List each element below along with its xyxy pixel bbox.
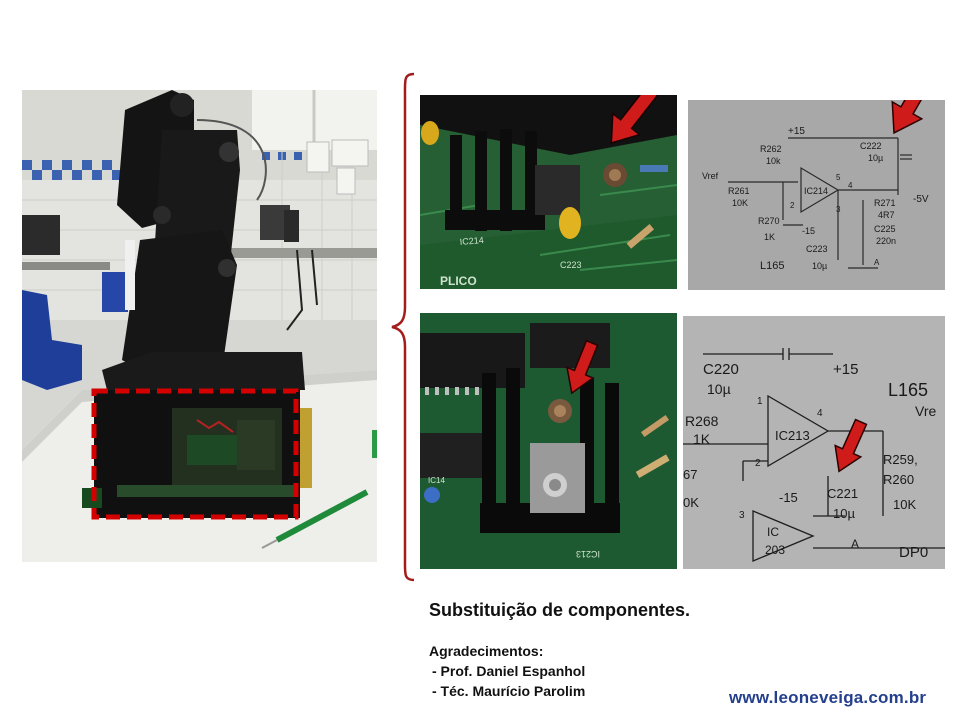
sch-r271-val: 4R7 bbox=[878, 210, 895, 220]
sch-board-id-b: L165 bbox=[888, 380, 928, 400]
sch-r260-val: 10K bbox=[893, 497, 916, 512]
sch-r270-val: 1K bbox=[764, 232, 775, 242]
sch-c225: C225 bbox=[874, 224, 896, 234]
pcb-photo-bottom: IC213 IC14 bbox=[420, 313, 677, 569]
sch-minus15-b: -15 bbox=[779, 490, 798, 505]
sch-minus15: -15 bbox=[802, 226, 815, 236]
sch-pin4: 4 bbox=[848, 181, 853, 190]
sch-c223-val: 10µ bbox=[812, 261, 827, 271]
sch-r261: R261 bbox=[728, 186, 750, 196]
sch-neg5v: -5V bbox=[913, 194, 929, 205]
sch-ic203-b: 203 bbox=[765, 543, 785, 557]
sch-ic213: IC213 bbox=[775, 428, 810, 443]
pcb-label-ic: IC214 bbox=[459, 235, 484, 247]
red-arrow-icon bbox=[566, 339, 599, 395]
sch-r268-val: 1K bbox=[693, 431, 711, 447]
red-arrow-icon bbox=[610, 95, 659, 145]
robot-arm-photo bbox=[22, 90, 377, 562]
website-link[interactable]: www.leoneveiga.com.br bbox=[729, 688, 927, 707]
acknowledgements-list: - Prof. Daniel Espanhol - Téc. Maurício … bbox=[432, 661, 585, 701]
red-arrow-icon bbox=[834, 418, 868, 473]
sch-ic214: IC214 bbox=[804, 186, 828, 196]
sch-r270: R270 bbox=[758, 216, 780, 226]
sch-pin3: 3 bbox=[836, 205, 841, 214]
sch-gnd-b: A bbox=[851, 537, 859, 551]
sch-vref-b: Vre bbox=[915, 403, 936, 419]
acknowledgement-item: - Prof. Daniel Espanhol bbox=[432, 663, 586, 679]
sch-c220: C220 bbox=[703, 361, 739, 378]
sch-plus15-b: +15 bbox=[833, 361, 858, 378]
sch-r67: 67 bbox=[683, 467, 697, 482]
acknowledgements-title: Agradecimentos: bbox=[429, 643, 544, 659]
pcb-label-ic-b: IC14 bbox=[428, 476, 445, 485]
sch-c221: C221 bbox=[827, 486, 858, 501]
sch-c225-val: 220n bbox=[876, 236, 896, 246]
sch-r259: R259, bbox=[883, 452, 918, 467]
schematic-top: +15 R262 10k C222 10µ Vref R261 10K IC21… bbox=[688, 100, 945, 290]
sch-pin3-b: 3 bbox=[739, 510, 745, 521]
sch-c221-val: 10µ bbox=[833, 506, 855, 521]
sch-pin4-b: 4 bbox=[817, 408, 823, 419]
sch-board-id: L165 bbox=[760, 260, 784, 272]
sch-c222-val: 10µ bbox=[868, 153, 883, 163]
sch-c220-val: 10µ bbox=[707, 381, 731, 397]
sch-pin2: 2 bbox=[790, 201, 795, 210]
sch-gnd: A bbox=[874, 258, 880, 267]
sch-vref: Vref bbox=[702, 171, 719, 181]
schematic-bottom: C220 10µ +15 L165 Vre R268 1K 1 4 2 IC21… bbox=[683, 316, 945, 569]
sch-dp0: DP0 bbox=[899, 544, 928, 561]
sch-r262-val: 10k bbox=[766, 156, 781, 166]
sch-pin2-b: 2 bbox=[755, 458, 761, 469]
sch-r268: R268 bbox=[685, 413, 719, 429]
sch-r262: R262 bbox=[760, 144, 782, 154]
pcb-label-brand: PLICO bbox=[440, 274, 477, 288]
pcb-label-cap: C223 bbox=[560, 260, 582, 270]
pcb-photo-top: IC214 C223 PLICO bbox=[420, 95, 677, 289]
sch-pin5: 5 bbox=[836, 173, 841, 182]
sch-ic203-a: IC bbox=[767, 525, 779, 539]
sch-r67-val: 0K bbox=[683, 495, 699, 510]
sch-pin1-b: 1 bbox=[757, 396, 763, 407]
sch-plus15: +15 bbox=[788, 126, 805, 137]
sch-c222: C222 bbox=[860, 141, 882, 151]
grouping-brace bbox=[391, 72, 415, 582]
acknowledgement-item: - Téc. Maurício Parolim bbox=[432, 683, 586, 699]
sch-r260: R260 bbox=[883, 472, 914, 487]
sch-r271: R271 bbox=[874, 198, 896, 208]
sch-r261-val: 10K bbox=[732, 198, 748, 208]
red-arrow-icon bbox=[891, 100, 936, 135]
slide-caption: Substituição de componentes. bbox=[429, 600, 691, 620]
sch-c223: C223 bbox=[806, 244, 828, 254]
pcb-label-ic-a: IC213 bbox=[576, 549, 600, 559]
